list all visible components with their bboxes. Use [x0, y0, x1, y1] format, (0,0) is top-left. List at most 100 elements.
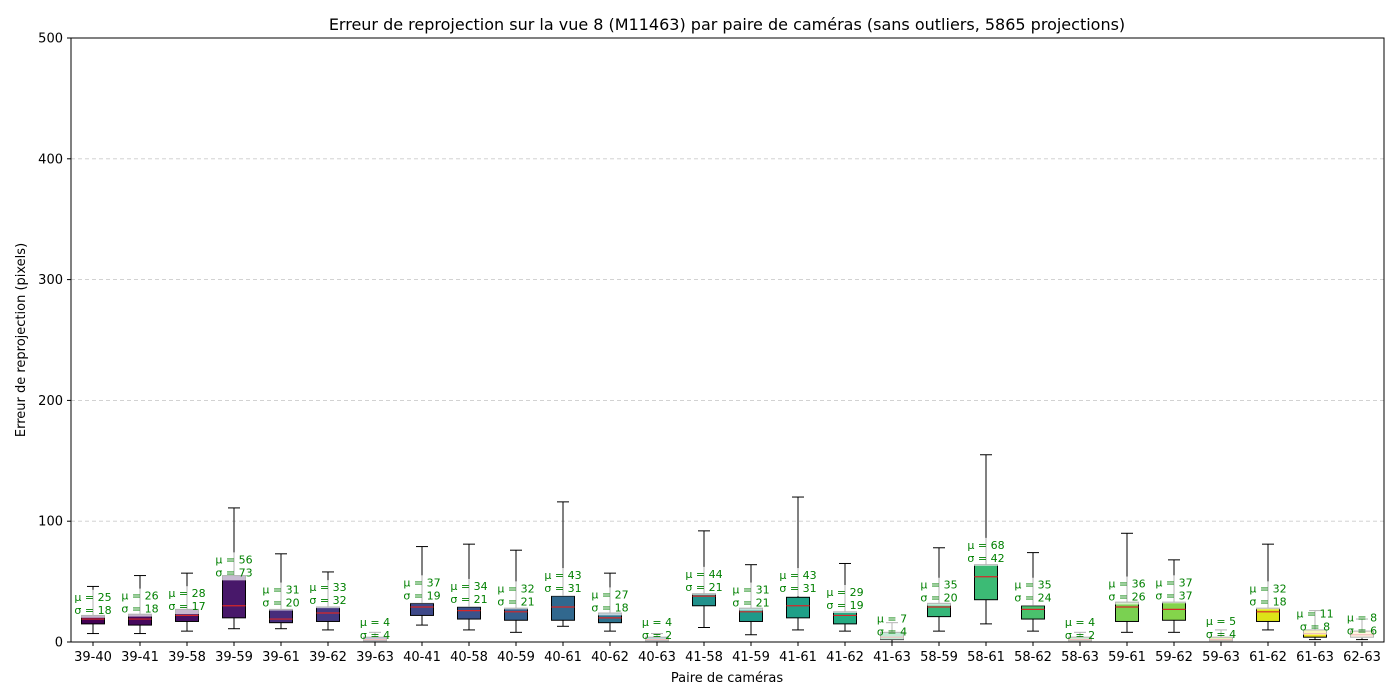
x-tick-label: 59-61	[1108, 650, 1146, 665]
mean-label: μ = 35	[1014, 579, 1051, 592]
stat-label-bg	[966, 537, 1006, 566]
x-tick-label: 40-63	[638, 650, 676, 665]
stat-label-bg	[825, 584, 865, 613]
stat-label-bg	[637, 615, 677, 644]
box	[1021, 605, 1045, 620]
std-label: σ = 24	[1014, 592, 1051, 605]
x-tick-label: 61-63	[1296, 650, 1334, 665]
stat-label-bg	[590, 587, 630, 616]
std-label: σ = 19	[403, 589, 440, 602]
std-label: σ = 18	[1249, 595, 1286, 608]
std-label: σ = 20	[920, 592, 957, 605]
std-label: σ = 31	[544, 582, 581, 595]
std-label: σ = 6	[1347, 624, 1377, 637]
mean-label: μ = 35	[920, 579, 957, 592]
mean-label: μ = 44	[685, 568, 722, 581]
std-label: σ = 31	[779, 582, 816, 595]
boxes-group	[81, 454, 1374, 643]
box	[1162, 601, 1186, 621]
mean-label: μ = 5	[1206, 615, 1236, 628]
x-tick-label: 59-62	[1155, 650, 1193, 665]
stat-label-bg	[872, 611, 912, 640]
x-tick-label: 58-59	[920, 650, 958, 665]
std-label: σ = 21	[685, 581, 722, 594]
std-label: σ = 18	[591, 601, 628, 614]
x-tick-label: 41-61	[779, 650, 817, 665]
x-tick-label: 40-59	[497, 650, 535, 665]
std-label: σ = 32	[309, 594, 346, 607]
stat-label-bg	[1201, 613, 1241, 642]
std-label: σ = 37	[1155, 589, 1192, 602]
stat-label-bg	[496, 581, 536, 610]
stat-label-bg	[1013, 577, 1053, 606]
grid-lines	[71, 158, 1384, 522]
y-axis-label: Erreur de reprojection (pixels)	[14, 243, 29, 437]
std-label: σ = 4	[877, 626, 907, 639]
stat-label-bg	[778, 568, 818, 597]
x-tick-label: 62-63	[1343, 650, 1381, 665]
mean-label: μ = 31	[262, 584, 299, 597]
std-label: σ = 4	[360, 629, 390, 642]
x-tick-label: 41-62	[826, 650, 864, 665]
box	[269, 608, 293, 624]
x-tick-label: 41-63	[873, 650, 911, 665]
std-label: σ = 26	[1108, 591, 1145, 604]
mean-label: μ = 29	[826, 586, 863, 599]
mean-label: μ = 8	[1347, 611, 1377, 624]
std-label: σ = 21	[732, 597, 769, 610]
mean-label: μ = 37	[403, 576, 440, 589]
box	[504, 607, 528, 621]
x-tick-label: 39-41	[121, 650, 159, 665]
x-tick-label: 39-63	[356, 650, 394, 665]
y-tick-label: 0	[55, 636, 63, 651]
stat-label-bg	[261, 582, 301, 611]
stat-label-bg	[355, 615, 395, 644]
stat-label-bg	[402, 575, 442, 604]
x-tick-label: 39-40	[74, 650, 112, 665]
y-axis: 0 100 200 300 400 500	[38, 32, 71, 651]
box	[692, 593, 716, 607]
std-label: σ = 21	[497, 595, 534, 608]
x-tick-label: 39-58	[168, 650, 206, 665]
mean-label: μ = 34	[450, 580, 487, 593]
x-tick-label: 40-61	[544, 650, 582, 665]
y-tick-label: 300	[38, 273, 63, 288]
stat-label-bg	[449, 578, 489, 607]
mean-label: μ = 27	[591, 588, 628, 601]
mean-label: μ = 31	[732, 584, 769, 597]
stat-label-bg	[167, 586, 207, 615]
x-tick-label: 58-62	[1014, 650, 1052, 665]
mean-label: μ = 33	[309, 581, 346, 594]
x-tick-label: 58-61	[967, 650, 1005, 665]
x-tick-label: 41-59	[732, 650, 770, 665]
mean-label: μ = 43	[544, 569, 581, 582]
x-tick-label: 39-62	[309, 650, 347, 665]
stat-labels-group: μ = 25σ = 18μ = 26σ = 18μ = 28σ = 17μ = …	[73, 537, 1382, 644]
mean-label: μ = 4	[360, 616, 390, 629]
stat-label-bg	[1248, 581, 1288, 610]
plot-frame	[70, 37, 1385, 643]
stat-label-bg	[1154, 575, 1194, 604]
x-axis-label: Paire de caméras	[671, 671, 783, 686]
mean-label: μ = 68	[967, 539, 1004, 552]
std-label: σ = 4	[1206, 628, 1236, 641]
x-tick-label: 40-58	[450, 650, 488, 665]
x-axis: 39-40 39-41 39-58 39-59 39-61 39-62 39-63 40-41…	[74, 642, 1381, 665]
std-label: σ = 20	[262, 597, 299, 610]
x-tick-label: 39-61	[262, 650, 300, 665]
std-label: σ = 2	[1065, 629, 1095, 642]
box	[974, 564, 998, 601]
stat-label-bg	[731, 582, 771, 611]
stat-label-bg	[120, 588, 160, 617]
mean-label: μ = 32	[1249, 582, 1286, 595]
box	[222, 575, 246, 619]
mean-label: μ = 32	[497, 582, 534, 595]
mean-label: μ = 4	[642, 616, 672, 629]
mean-label: μ = 7	[877, 613, 907, 626]
y-tick-label: 200	[38, 394, 63, 409]
std-label: σ = 17	[168, 600, 205, 613]
box	[1115, 601, 1139, 622]
stat-label-bg	[1295, 606, 1335, 635]
std-label: σ = 2	[642, 629, 672, 642]
x-tick-label: 61-62	[1249, 650, 1287, 665]
